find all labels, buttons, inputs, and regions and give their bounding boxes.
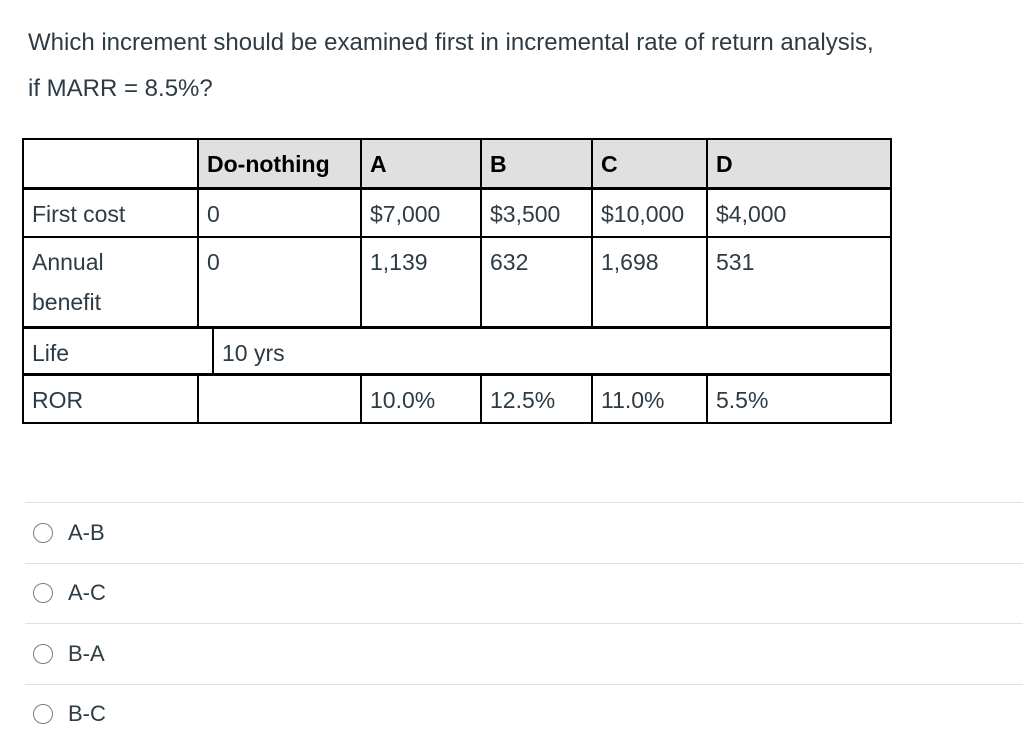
ror-c: 11.0% [593,376,708,422]
life-merged-value: 10 yrs [222,340,285,366]
ror-d: 5.5% [716,387,769,413]
alternatives-table: Do-nothing A B C D First cost 0 $7,000 $… [22,138,892,424]
table-row-annual-benefit: Annual benefit 0 1,139 632 1,698 531 [24,238,890,329]
table-header-row: Do-nothing A B C D [24,140,890,190]
answer-option-a-b[interactable]: A-B [25,502,1023,563]
table-row-ror: ROR 10.0% 12.5% 11.0% 5.5% [24,376,890,422]
table-header-cell-d: D [708,140,890,187]
table-header-cell-do-nothing: Do-nothing [199,140,362,187]
first-cost-c: $10,000 [593,190,708,236]
table-header-cell-b: B [482,140,593,187]
annual-benefit-c: 1,698 [593,238,708,326]
first-cost-b: $3,500 [482,190,593,236]
option-label: A-B [68,519,105,545]
answer-option-a-c[interactable]: A-C [25,562,1023,624]
answer-options: A-B A-C B-A B-C [25,502,1023,744]
row-label: Life [24,329,214,373]
annual-benefit-b: 632 [482,238,593,326]
ror-b: 12.5% [482,376,593,422]
table-header-cell-blank [24,140,199,187]
answer-option-b-a[interactable]: B-A [25,623,1023,684]
annual-benefit-do-nothing: 0 [199,238,362,326]
row-label: Annual benefit [24,238,199,326]
radio-button[interactable] [33,522,53,543]
first-cost-a: $7,000 [362,190,482,236]
first-cost-do-nothing: 0 [199,190,362,236]
annual-benefit-d: 531 [716,249,755,275]
table-header-cell-c: C [593,140,708,187]
option-label: A-C [68,580,106,606]
question-line-2: if MARR = 8.5%? [28,75,213,102]
row-label: First cost [24,190,199,236]
question-line-1: Which increment should be examined first… [28,29,874,56]
radio-button[interactable] [33,583,53,604]
ror-a: 10.0% [362,376,482,422]
answer-option-b-c[interactable]: B-C [25,683,1023,745]
first-cost-d: $4,000 [716,201,787,227]
option-label: B-A [68,640,105,666]
annual-benefit-a: 1,139 [362,238,482,326]
question-text: Which increment should be examined first… [0,0,1030,112]
table-header-cell-a: A [362,140,482,187]
ror-do-nothing [199,376,362,422]
table-row-life: Life 10 yrs [24,329,890,376]
row-label: ROR [24,376,199,422]
option-label: B-C [68,701,106,727]
table-row-first-cost: First cost 0 $7,000 $3,500 $10,000 $4,00… [24,190,890,238]
radio-button[interactable] [33,643,53,664]
radio-button[interactable] [33,704,53,725]
